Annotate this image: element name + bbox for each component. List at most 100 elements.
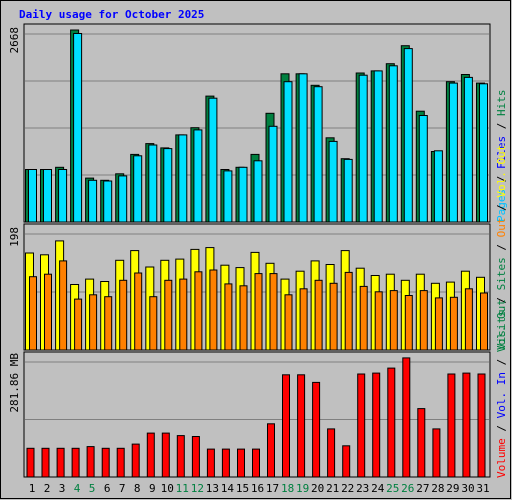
visits-legend-part: / — [495, 204, 508, 217]
volume-bar — [342, 445, 351, 478]
sites-bar — [404, 295, 413, 351]
files-bar — [358, 74, 368, 223]
volume-bar — [477, 373, 486, 478]
volume-bar — [312, 381, 321, 478]
visits-legend-part: Out — [495, 218, 508, 245]
files-bar — [283, 81, 293, 223]
visits-legend-part: Sites — [495, 257, 508, 297]
volume-bar — [357, 373, 366, 478]
day-label-28: 28 — [431, 482, 444, 495]
volume-bar — [297, 374, 306, 478]
sites-bar — [314, 279, 323, 351]
day-label-27: 27 — [416, 482, 429, 495]
sites-bar — [179, 278, 188, 351]
volume-bar — [176, 435, 185, 478]
day-label-31: 31 — [476, 482, 489, 495]
files-bar — [223, 170, 233, 223]
files-bar — [373, 70, 383, 223]
files-bar — [103, 180, 113, 223]
sites-bar — [119, 279, 128, 351]
day-label-21: 21 — [326, 482, 339, 495]
volume-bar — [71, 447, 80, 478]
day-label-18: 18 — [281, 482, 294, 495]
sites-bar — [29, 276, 37, 351]
sites-bar — [134, 272, 143, 351]
visits-legend-part: Visits — [495, 310, 508, 350]
visits-legend-part: Vol. Out — [495, 145, 508, 205]
sites-bar — [284, 294, 293, 351]
sites-bar — [149, 296, 158, 351]
volume-legend-part: In — [495, 372, 508, 392]
day-label-12: 12 — [191, 482, 204, 495]
files-bar — [58, 169, 68, 223]
files-bar — [388, 65, 398, 223]
sites-bar — [224, 283, 233, 351]
day-label-29: 29 — [446, 482, 459, 495]
volume-bar — [206, 448, 215, 478]
day-label-25: 25 — [386, 482, 399, 495]
sites-bar — [89, 294, 98, 351]
visits-ymax-label: 198 — [8, 227, 21, 247]
day-label-6: 6 — [104, 482, 111, 495]
day-label-17: 17 — [266, 482, 279, 495]
volume-ymax-label: 281.86 MB — [8, 353, 21, 413]
day-label-14: 14 — [221, 482, 235, 495]
day-label-9: 9 — [149, 482, 156, 495]
volume-bar — [56, 447, 65, 478]
hits-legend-part: / — [495, 176, 508, 189]
files-bar — [193, 129, 203, 223]
files-bar — [403, 48, 413, 223]
sites-bar — [164, 279, 173, 351]
day-label-7: 7 — [119, 482, 126, 495]
sites-bar — [329, 282, 338, 351]
files-bar — [163, 148, 173, 223]
files-bar — [133, 155, 143, 223]
visits-legend: Visits / Sites / Out / Vol. Out — [495, 145, 508, 350]
day-label-10: 10 — [161, 482, 174, 495]
volume-bar — [282, 374, 290, 478]
sites-bar — [209, 269, 218, 351]
volume-bar — [116, 447, 125, 478]
sites-bar — [104, 296, 113, 351]
volume-bar — [417, 408, 426, 478]
volume-bar — [432, 428, 441, 478]
volume-bar — [221, 448, 230, 478]
volume-bar — [252, 448, 260, 478]
sites-bar — [464, 288, 473, 351]
files-bar — [88, 179, 98, 223]
hits-legend-part: / — [495, 123, 508, 136]
sites-bar — [59, 260, 68, 351]
volume-bar — [41, 447, 50, 478]
day-label-22: 22 — [341, 482, 354, 495]
sites-bar — [419, 290, 428, 351]
volume-bar — [86, 446, 95, 478]
files-bar — [208, 97, 218, 223]
files-bar — [343, 158, 353, 223]
day-label-4: 4 — [74, 482, 81, 495]
sites-bar — [434, 297, 443, 351]
day-label-15: 15 — [236, 482, 249, 495]
volume-bar — [447, 373, 456, 478]
day-label-16: 16 — [251, 482, 264, 495]
files-bar — [479, 83, 488, 223]
sites-bar — [480, 292, 488, 351]
volume-bar — [327, 428, 336, 478]
chart-title: Daily usage for October 2025 — [19, 8, 205, 21]
volume-legend-part: / — [495, 359, 508, 372]
sites-bar — [374, 291, 383, 351]
sites-bar — [269, 273, 278, 351]
files-bar — [148, 144, 158, 223]
day-label-11: 11 — [176, 482, 189, 495]
day-label-23: 23 — [356, 482, 369, 495]
day-label-13: 13 — [206, 482, 219, 495]
visits-legend-part: / — [495, 297, 508, 310]
volume-legend-part: Vol. — [495, 392, 508, 425]
sites-bar — [254, 273, 263, 351]
sites-bar — [299, 288, 308, 351]
volume-bar — [191, 436, 200, 478]
day-label-5: 5 — [89, 482, 96, 495]
files-bar — [28, 169, 37, 223]
files-bar — [418, 115, 428, 223]
files-bar — [118, 175, 128, 223]
